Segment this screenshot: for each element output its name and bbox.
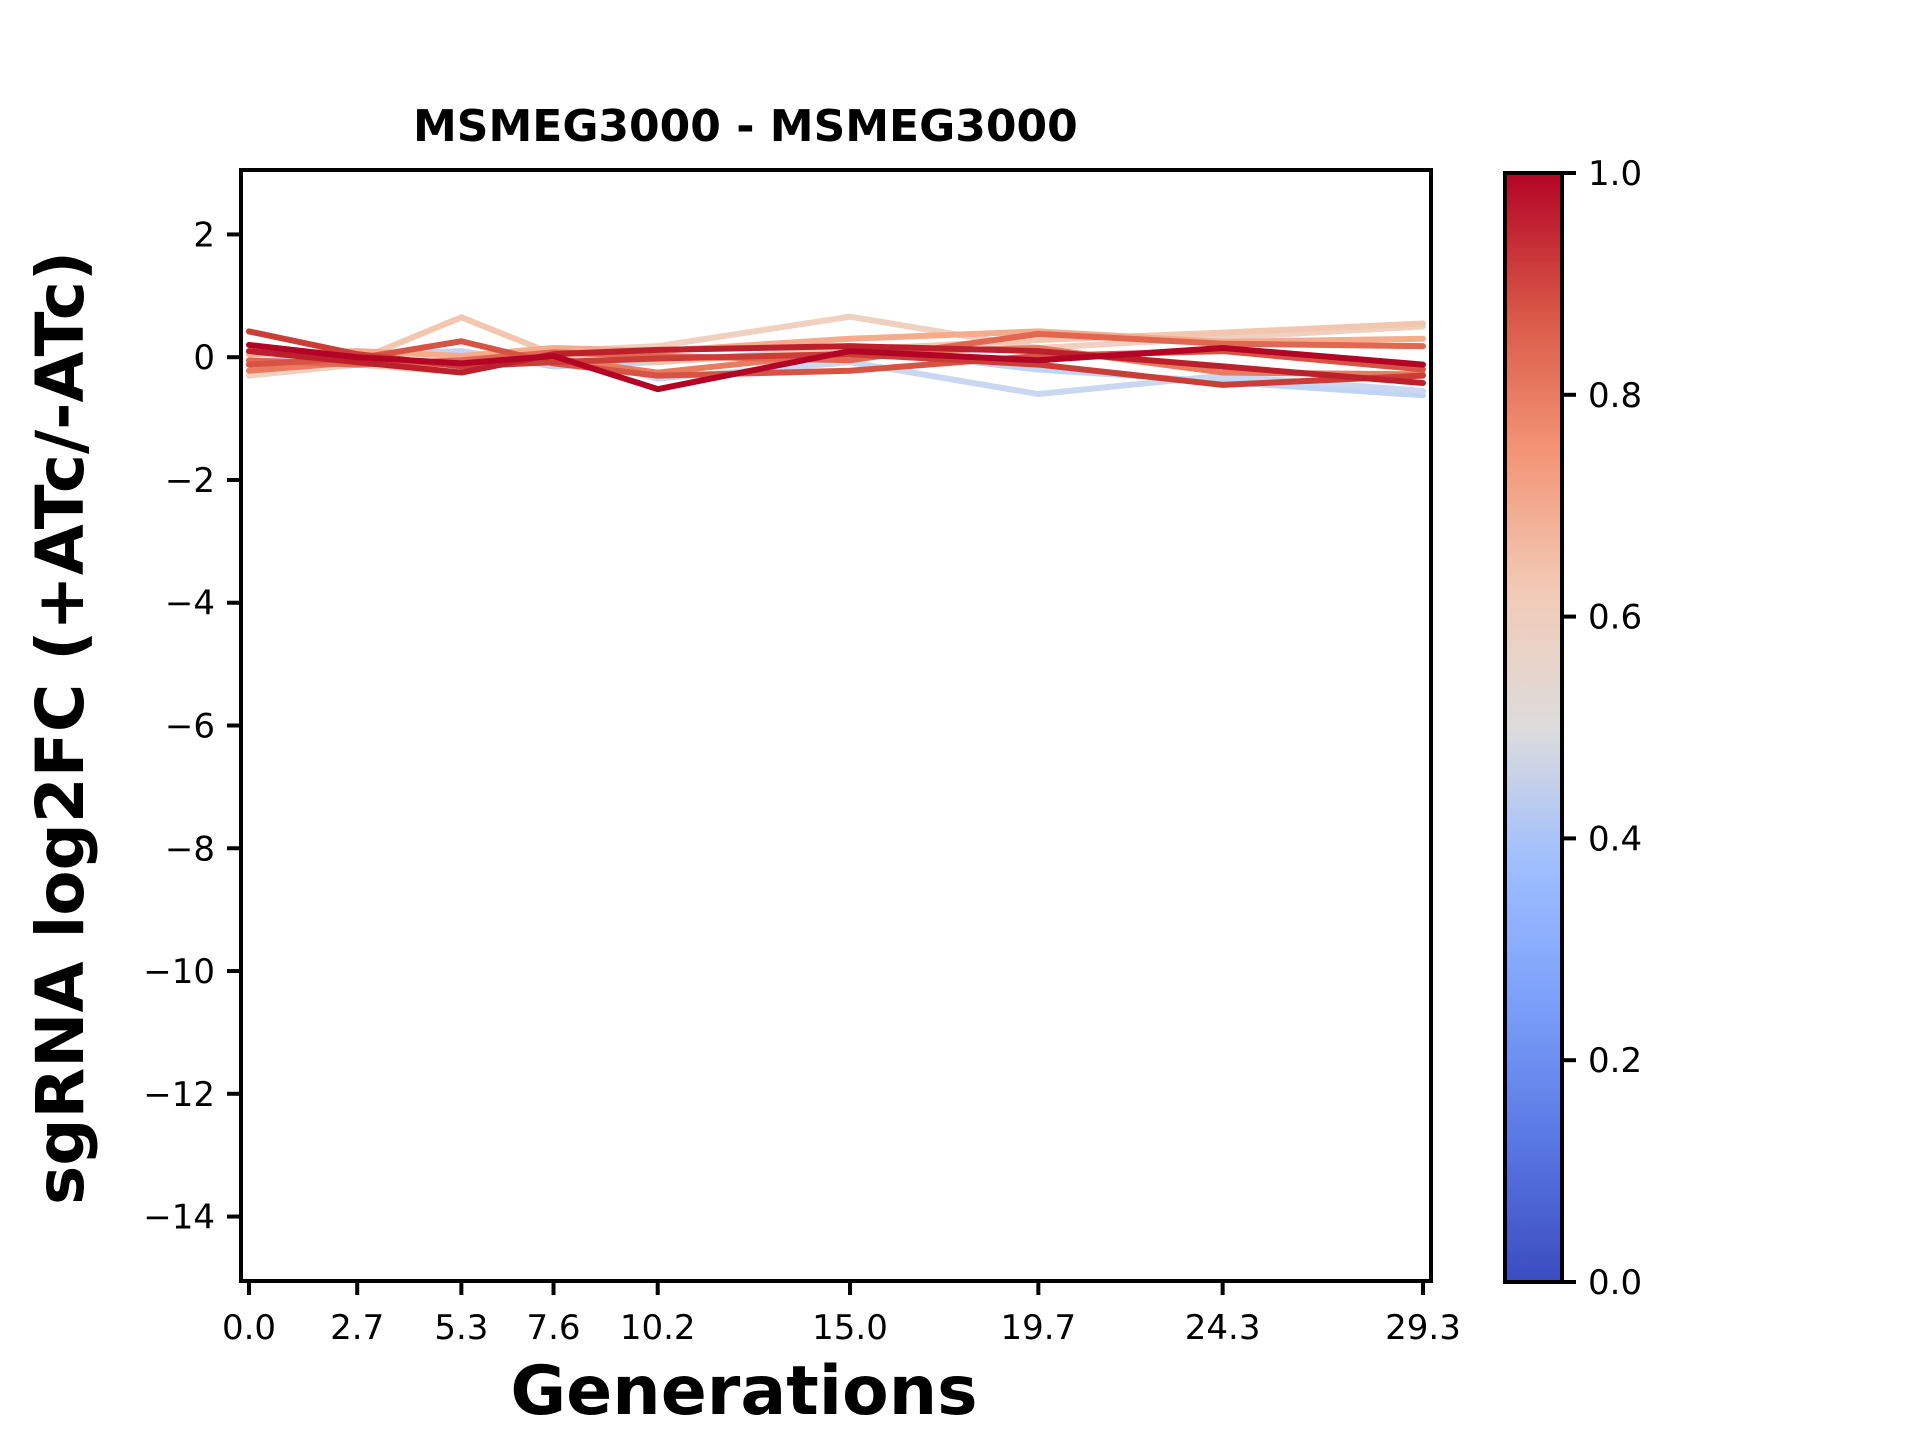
colorbar-tick-label: 0.2 [1588,1041,1642,1081]
x-tick-label: 2.7 [330,1308,384,1348]
colorbar-tick-label: 0.0 [1588,1263,1642,1303]
series-line-10 [246,343,1426,386]
x-tick-label: 29.3 [1385,1308,1461,1348]
y-tick-label: −4 [165,584,215,624]
colorbar-tick-label: 0.6 [1588,598,1642,638]
x-tick-label: 7.6 [526,1308,580,1348]
colorbar-tick-label: 0.4 [1588,819,1642,859]
x-tick-label: 24.3 [1185,1308,1261,1348]
y-tick-label: −6 [165,707,215,747]
x-axis-label: Generations [510,1352,978,1431]
y-tick-label: 0 [193,338,215,378]
x-tick-label: 15.0 [812,1308,888,1348]
colorbar-bar [1503,171,1564,1284]
colorbar-tick-label: 1.0 [1588,154,1642,194]
x-tick-label: 10.2 [620,1308,696,1348]
y-tick-label: −14 [143,1198,215,1238]
colorbar-tick-label: 0.8 [1588,376,1642,416]
chart-title: MSMEG3000 - MSMEG3000 [413,101,1078,152]
series-line-11 [246,341,1426,393]
y-tick-label: −2 [165,461,215,501]
series-line-4 [246,314,1426,366]
x-tick-label: 5.3 [434,1308,488,1348]
y-tick-label: 2 [193,215,215,255]
x-tick-label: 0.0 [222,1308,276,1348]
y-tick-label: −12 [143,1075,215,1115]
x-tick-label: 19.7 [1000,1308,1076,1348]
y-tick-label: −8 [165,829,215,869]
y-tick-label: −10 [143,952,215,992]
